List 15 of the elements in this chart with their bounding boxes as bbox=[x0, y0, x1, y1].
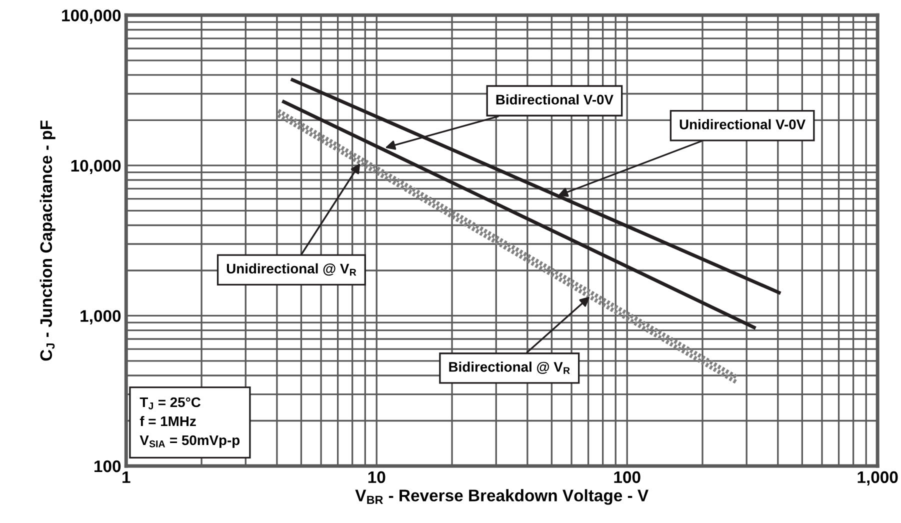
x-tick-label: 10 bbox=[368, 471, 386, 484]
x-tick-label: 1,000 bbox=[858, 471, 898, 486]
annotation: Bidirectional V-0V bbox=[496, 94, 614, 105]
x-axis-title: V$_{BR}$ - Reverse Breakdown Voltage - V bbox=[355, 489, 648, 505]
annotation: Bidirectional @ V$_{R}$ bbox=[449, 362, 570, 374]
annotation: T$_{J}$ = 25°C f = 1MHz V$_{SIA}$ = 50mVp-p bbox=[140, 397, 240, 448]
x-tick-label: 100 bbox=[614, 471, 640, 484]
y-tick-label: 10,000 bbox=[71, 160, 121, 174]
y-tick-label: 1,000 bbox=[80, 310, 121, 324]
x-tick-label: 1 bbox=[122, 471, 130, 483]
y-axis-title: C$_{J}$ - Junction Capacitance - pF bbox=[40, 120, 56, 361]
annotation: Unidirectional @ V$_{R}$ bbox=[226, 263, 356, 276]
y-tick-label: 100 bbox=[94, 460, 121, 472]
annotation: Unidirectional V-0V bbox=[680, 119, 806, 130]
y-tick-label: 100,000 bbox=[62, 10, 121, 24]
